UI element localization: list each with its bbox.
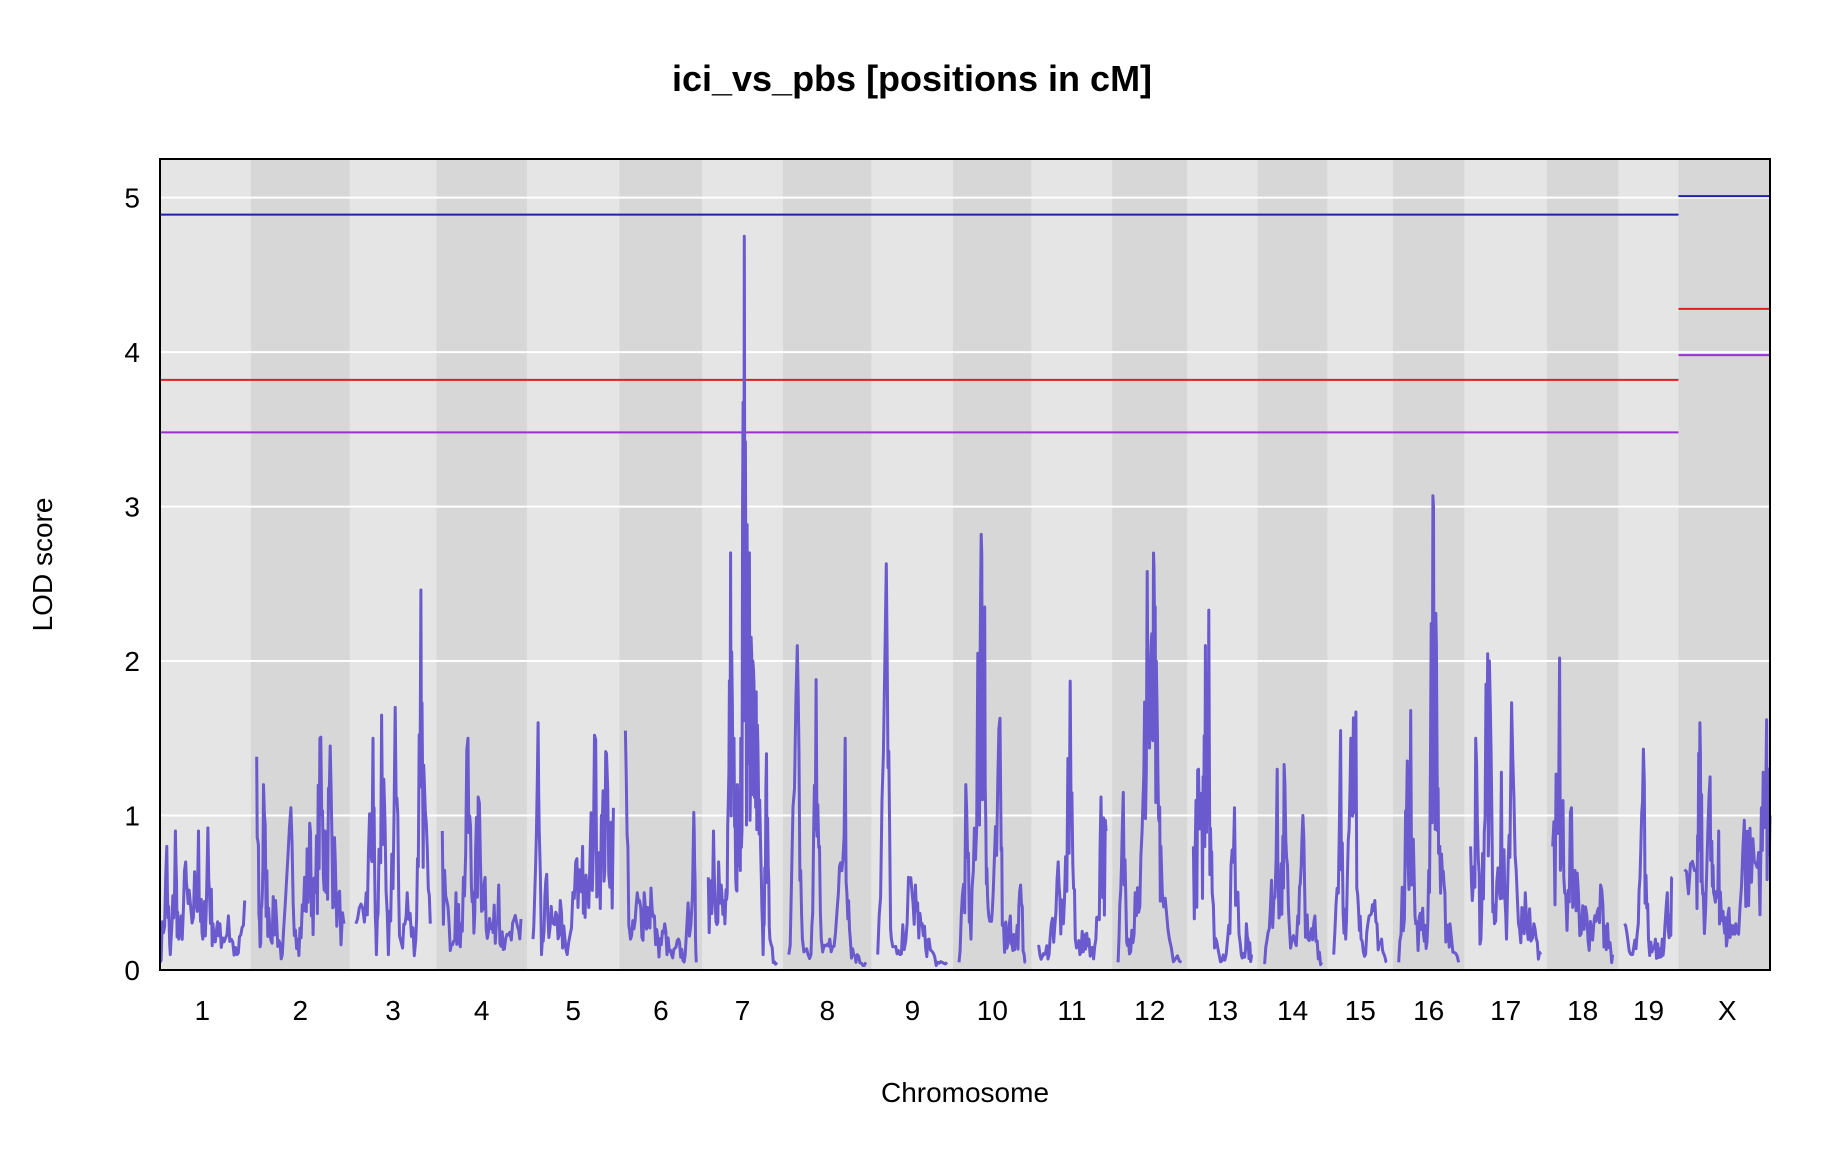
y-tick-label-5: 5 (124, 183, 140, 214)
x-tick-label-18: 18 (1567, 995, 1598, 1026)
chromosome-band-4 (436, 159, 527, 970)
y-tick-label-0: 0 (124, 955, 140, 986)
lod-line-chr-2 (255, 735, 346, 961)
threshold-lines (160, 195, 1770, 434)
chromosome-band-X (1678, 159, 1770, 970)
x-tick-label-6: 6 (653, 995, 669, 1026)
x-tick-label-8: 8 (819, 995, 835, 1026)
y-tick-label-1: 1 (124, 801, 140, 832)
x-tick-label-2: 2 (292, 995, 308, 1026)
lod-line-chr-6 (623, 730, 698, 964)
lod-line-chr-4 (440, 736, 523, 952)
lod-line-chr-13 (1191, 608, 1254, 964)
lod-line-chr-1 (158, 826, 247, 964)
y-axis-label: LOD score (27, 498, 58, 632)
chromosome-band-19 (1618, 159, 1679, 970)
chromosome-band-13 (1187, 159, 1258, 970)
y-axis-ticks: 0 1 2 3 4 5 (124, 183, 140, 986)
lod-line-chr-12 (1116, 551, 1183, 964)
chromosome-band-9 (871, 159, 953, 970)
x-tick-label-3: 3 (385, 995, 401, 1026)
x-tick-label-14: 14 (1277, 995, 1308, 1026)
lod-series (158, 234, 1772, 967)
x-tick-label-7: 7 (735, 995, 751, 1026)
lod-line-chr-11 (1036, 679, 1108, 961)
x-tick-label-10: 10 (977, 995, 1008, 1026)
chromosome-band-18 (1546, 159, 1619, 970)
lod-line-chr-17 (1469, 652, 1543, 961)
x-tick-label-5: 5 (565, 995, 581, 1026)
x-tick-label-16: 16 (1413, 995, 1444, 1026)
lod-line-chr-8 (787, 644, 868, 967)
lod-line-chr-18 (1551, 656, 1615, 965)
x-tick-label-13: 13 (1207, 995, 1238, 1026)
chromosome-band-14 (1257, 159, 1328, 970)
lod-line-chr-15 (1332, 710, 1388, 964)
lod-line-chr-9 (876, 562, 949, 967)
lod-line-chr-X (1683, 718, 1772, 948)
x-tick-label-15: 15 (1345, 995, 1376, 1026)
x-tick-label-19: 19 (1633, 995, 1664, 1026)
x-tick-label-9: 9 (905, 995, 921, 1026)
lod-line-chr-10 (957, 532, 1027, 964)
lod-line-chr-3 (354, 588, 432, 958)
x-tick-label-4: 4 (474, 995, 490, 1026)
chromosome-band-1 (160, 159, 251, 970)
lod-line-chr-19 (1623, 747, 1674, 960)
x-tick-label-X: X (1718, 995, 1737, 1026)
y-tick-label-4: 4 (124, 337, 140, 368)
chromosome-band-15 (1327, 159, 1393, 970)
chart-title: ici_vs_pbs [positions in cM] (671, 58, 1153, 99)
x-tick-label-11: 11 (1057, 995, 1086, 1026)
y-tick-label-2: 2 (124, 646, 140, 677)
x-tick-label-17: 17 (1490, 995, 1521, 1026)
x-tick-label-12: 12 (1134, 995, 1165, 1026)
x-axis-label: Chromosome (881, 1077, 1049, 1108)
x-axis-ticks: 1 2 3 4 5 6 7 8 9 10 11 12 13 14 15 16 17 18 19 X (195, 995, 1737, 1026)
y-tick-label-3: 3 (124, 492, 140, 523)
lod-line-chr-14 (1262, 763, 1324, 967)
lod-line-chr-7 (706, 234, 779, 966)
plot-frame (159, 158, 1771, 971)
lod-line-chr-5 (531, 721, 615, 957)
lod-line-chr-16 (1397, 494, 1461, 963)
chromosome-band-6 (619, 159, 703, 970)
x-tick-label-1: 1 (195, 995, 211, 1026)
chromosome-band-8 (782, 159, 872, 970)
